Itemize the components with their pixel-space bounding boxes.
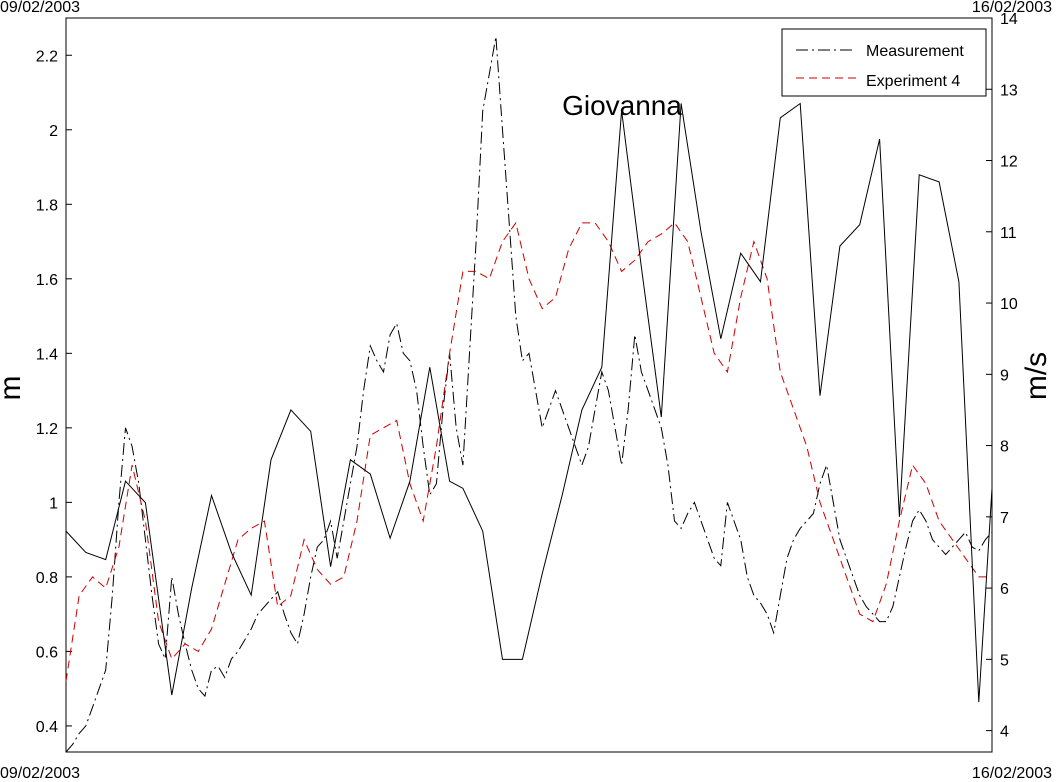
- series-layer: [65, 36, 993, 753]
- y-axis-label-right: m/s: [1020, 352, 1053, 400]
- left-tick-label: 1.2: [36, 421, 58, 438]
- right-tick-label: 14: [1000, 11, 1018, 28]
- date-bottom-left: 09/02/2003: [0, 765, 81, 782]
- right-tick-label: 6: [1000, 581, 1009, 598]
- right-tick-label: 5: [1000, 652, 1009, 669]
- left-tick-label: 1.4: [36, 346, 58, 363]
- left-tick-label: 1.8: [36, 197, 58, 214]
- right-tick-label: 4: [1000, 724, 1009, 741]
- date-top-left: 09/02/2003: [0, 0, 81, 16]
- left-tick-label: 0.4: [36, 719, 58, 736]
- legend: Measurement Experiment 4: [781, 28, 987, 97]
- right-tick-label: 13: [1000, 82, 1018, 99]
- left-tick-label: 1.6: [36, 272, 58, 289]
- right-tick-label: 8: [1000, 439, 1009, 456]
- left-tick-label: 2.2: [36, 48, 58, 65]
- annotation-giovanna: Giovanna: [562, 90, 682, 121]
- left-tick-label: 1: [49, 495, 58, 512]
- right-tick-label: 11: [1000, 225, 1017, 242]
- series-line-0: [65, 36, 993, 753]
- right-tick-label: 10: [1000, 296, 1018, 313]
- left-tick-label: 0.8: [36, 570, 58, 587]
- right-axis: 4 5 6 7 8 9 10 11 12 13 14: [986, 11, 1018, 741]
- y-axis-label-left: m: [0, 376, 27, 401]
- series-line-2: [65, 102, 993, 703]
- right-tick-label: 7: [1000, 510, 1009, 527]
- right-tick-label: 9: [1000, 367, 1009, 384]
- date-bottom-right: 16/02/2003: [971, 765, 1052, 782]
- left-axis: 0.4 0.6 0.8 1 1.2 1.4 1.6 1.8 2 2.2: [36, 48, 72, 736]
- plot-frame: [65, 17, 993, 753]
- right-tick-label: 12: [1000, 154, 1018, 171]
- legend-box: [781, 28, 987, 97]
- left-tick-label: 2: [49, 123, 58, 140]
- left-tick-label: 0.6: [36, 644, 58, 661]
- series-line-1: [65, 221, 992, 682]
- legend-label-measurement: Measurement: [866, 43, 964, 60]
- legend-label-experiment-4: Experiment 4: [866, 73, 960, 90]
- date-top-right: 16/02/2003: [971, 0, 1052, 16]
